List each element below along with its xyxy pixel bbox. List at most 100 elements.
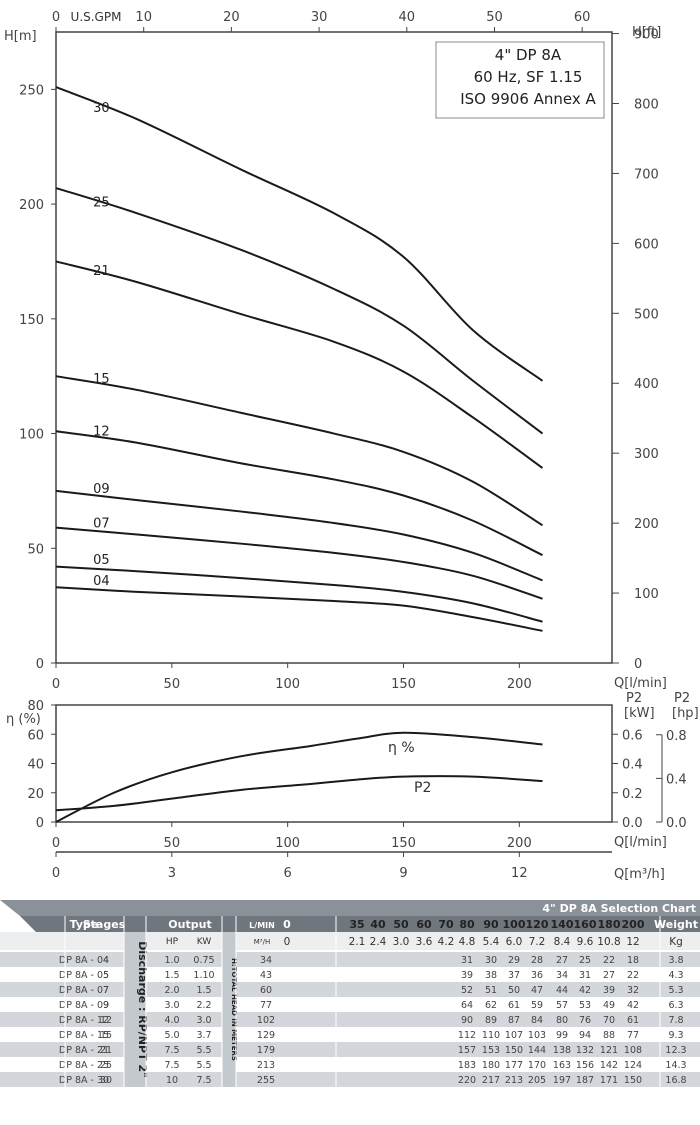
eff-x-tick-label: 100 bbox=[275, 836, 300, 851]
row-head-value: 51 bbox=[485, 985, 497, 996]
row-type: DP 8A - 30 bbox=[59, 1075, 109, 1086]
sub-m3h-value: Kg bbox=[669, 936, 683, 948]
row-type: DP 8A - 25 bbox=[59, 1060, 109, 1071]
sub-m3h-value: 7.2 bbox=[529, 936, 546, 948]
head-band bbox=[222, 932, 236, 1087]
row-weight: 16.8 bbox=[665, 1075, 686, 1086]
y-tick-label: 150 bbox=[19, 313, 44, 328]
table-header-q: 200 bbox=[622, 918, 645, 931]
table-header-q: 60 bbox=[416, 918, 432, 931]
row-hp: 10 bbox=[166, 1075, 178, 1086]
row-head-value: 94 bbox=[579, 1030, 591, 1041]
row-head-value: 217 bbox=[482, 1075, 500, 1086]
gpm-tick-label: 10 bbox=[135, 10, 152, 25]
row-head-value: 205 bbox=[528, 1075, 546, 1086]
table-header-q: 180 bbox=[598, 918, 621, 931]
table-header-q: 70 bbox=[438, 918, 454, 931]
row-head-value: 39 bbox=[461, 970, 473, 981]
row-head-value: 62 bbox=[485, 1000, 497, 1011]
ft-tick-label: 700 bbox=[634, 167, 659, 182]
title-box bbox=[435, 41, 605, 119]
curve-label-07: 07 bbox=[93, 517, 110, 532]
row-hp: 3.0 bbox=[164, 1000, 179, 1011]
row-head-value: 180 bbox=[482, 1060, 500, 1071]
row-head-value: 153 bbox=[482, 1045, 500, 1056]
row-head-value: 44 bbox=[556, 985, 568, 996]
eff-y-tick-label: 0 bbox=[36, 816, 44, 831]
table-header-q: 160 bbox=[574, 918, 597, 931]
efficiency-curve bbox=[55, 731, 543, 823]
m3h-axis-label: Q[m³/h] bbox=[614, 867, 665, 882]
x-axis-label: Q[l/min] bbox=[614, 676, 667, 691]
kw-tick-label: 0.0 bbox=[622, 816, 643, 831]
row-head-value: 31 bbox=[461, 955, 473, 966]
row-kw: 1.5 bbox=[196, 985, 211, 996]
row-stages: 5 bbox=[103, 970, 109, 981]
table-header-q: 50 bbox=[393, 918, 409, 931]
row-weight: 5.3 bbox=[668, 985, 683, 996]
row-hp: 7.5 bbox=[164, 1045, 179, 1056]
row-head-value: 52 bbox=[461, 985, 473, 996]
table-header-0: Type bbox=[70, 918, 99, 931]
row-head-value: 61 bbox=[627, 1015, 639, 1026]
table-header-bar bbox=[20, 916, 700, 932]
row-weight: 14.3 bbox=[665, 1060, 686, 1071]
row-hp: 2.0 bbox=[164, 985, 179, 996]
kw-axis-label: P2 [kW] bbox=[624, 691, 655, 721]
sub-m3h-value: 10.8 bbox=[597, 936, 620, 948]
x-tick-label: 100 bbox=[275, 677, 300, 692]
row-weight: 9.3 bbox=[668, 1030, 683, 1041]
row-hp: 5.0 bbox=[164, 1030, 179, 1041]
row-head-value: 138 bbox=[553, 1045, 571, 1056]
row-kw: 0.75 bbox=[193, 955, 214, 966]
row-head-value: 150 bbox=[505, 1045, 523, 1056]
chart-title-line: ISO 9906 Annex A bbox=[460, 90, 596, 108]
sub-m3h-value: 12 bbox=[626, 936, 639, 948]
table-header-3: L/MIN bbox=[249, 921, 275, 930]
m3h-tick-label: 0 bbox=[52, 866, 60, 881]
row-type: DP 8A - 21 bbox=[59, 1045, 109, 1056]
table-row bbox=[0, 1042, 700, 1057]
kw-axis-label-1: P2 bbox=[626, 691, 642, 706]
table-header-weight: Weight bbox=[654, 918, 698, 931]
table-header-4: 0 bbox=[283, 918, 291, 931]
row-head-value: 110 bbox=[482, 1030, 500, 1041]
row-head-value: 76 bbox=[579, 1015, 591, 1026]
head-curve-25 bbox=[55, 187, 544, 435]
row-head-value: 124 bbox=[624, 1060, 642, 1071]
row-head-value: 27 bbox=[556, 955, 568, 966]
row-kw: 3.7 bbox=[196, 1030, 211, 1041]
sub-m3h-value: 0 bbox=[284, 936, 291, 948]
row-head-value: 171 bbox=[600, 1075, 618, 1086]
y-tick-label: 50 bbox=[27, 542, 44, 557]
row-head-value: 22 bbox=[603, 955, 615, 966]
sub-m3h-value: 5.4 bbox=[483, 936, 500, 948]
row-weight: 12.3 bbox=[665, 1045, 686, 1056]
table-title-bar bbox=[0, 900, 700, 916]
discharge-band bbox=[124, 932, 146, 1087]
table-row bbox=[0, 1072, 700, 1087]
table-header-q: 35 bbox=[349, 918, 364, 931]
sub-kw: KW bbox=[197, 937, 212, 947]
row-head-value: 42 bbox=[627, 1000, 639, 1011]
row-stages: 21 bbox=[100, 1045, 112, 1056]
gpm-tick-label: 20 bbox=[223, 10, 240, 25]
y-axis-label-left: H[m] bbox=[4, 29, 37, 44]
x-tick-label: 0 bbox=[52, 677, 60, 692]
table-row bbox=[0, 1012, 700, 1027]
row-head-value: 25 bbox=[579, 955, 591, 966]
row-head-value: 59 bbox=[531, 1000, 543, 1011]
row-head-value: 39 bbox=[603, 985, 615, 996]
curve-label-09: 09 bbox=[93, 482, 110, 497]
head-curve-30 bbox=[55, 86, 544, 382]
ft-tick-label: 0 bbox=[634, 657, 642, 672]
row-head-value: 177 bbox=[505, 1060, 523, 1071]
x-tick-label: 200 bbox=[507, 677, 532, 692]
row-head-value: 107 bbox=[505, 1030, 523, 1041]
row-head-value: 64 bbox=[461, 1000, 473, 1011]
table-header-q: 40 bbox=[370, 918, 386, 931]
row-kw: 3.0 bbox=[196, 1015, 211, 1026]
hp-axis-label: P2 [hp] bbox=[672, 691, 699, 721]
eff-y-tick-label: 20 bbox=[27, 787, 44, 802]
plot-frame-head bbox=[55, 31, 613, 664]
